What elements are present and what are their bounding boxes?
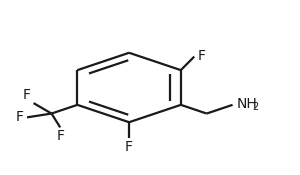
Text: F: F bbox=[198, 49, 206, 63]
Text: NH: NH bbox=[236, 97, 257, 111]
Text: F: F bbox=[16, 110, 24, 124]
Text: F: F bbox=[57, 129, 65, 143]
Text: 2: 2 bbox=[252, 102, 258, 112]
Text: F: F bbox=[22, 88, 31, 102]
Text: F: F bbox=[125, 140, 133, 154]
